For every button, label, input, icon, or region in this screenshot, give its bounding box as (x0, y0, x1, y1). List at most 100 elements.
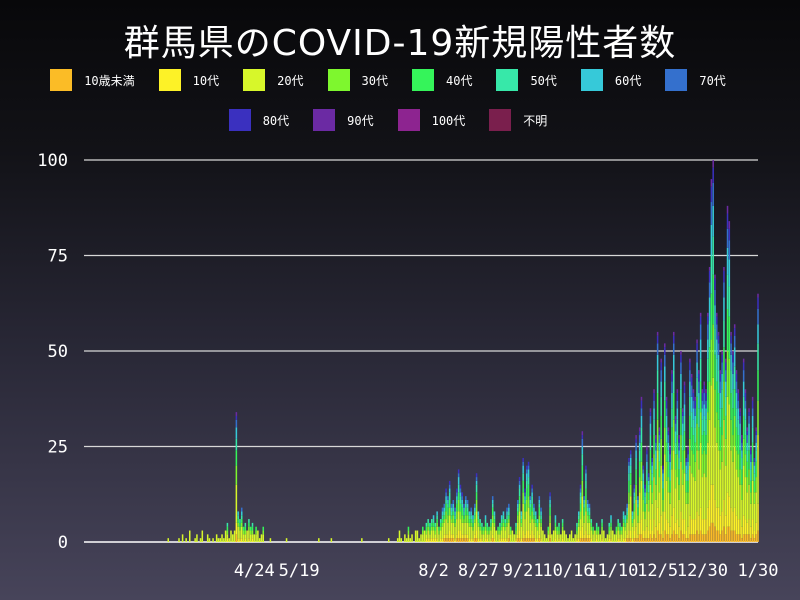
bar-segment-40代 (664, 400, 666, 428)
bar-segment-70代 (454, 507, 456, 512)
bar-segment-60代 (751, 415, 754, 428)
bar-segment-30代 (226, 530, 229, 535)
bar-segment-20代 (486, 534, 489, 539)
bar-segment-20代 (633, 519, 636, 531)
bar-segment-20代 (723, 419, 725, 500)
bar-segment-10代 (520, 538, 523, 542)
bar-segment-70代 (461, 496, 463, 500)
bar-segment-70代 (638, 435, 641, 443)
bar-segment-10歳未満 (696, 530, 698, 542)
bar-segment-10歳未満 (741, 538, 743, 542)
bar-segment-20代 (719, 469, 722, 516)
bar-segment-60代 (518, 484, 521, 489)
bar-segment-10代 (251, 538, 254, 542)
bar-segment-70代 (750, 454, 752, 462)
bar-segment-30代 (699, 412, 702, 443)
bar-segment-80代 (746, 431, 749, 436)
bar-segment-30代 (422, 530, 424, 535)
bar-segment-20代 (422, 534, 424, 542)
x-tick-label: 1/30 (738, 561, 779, 581)
bar-segment-20代 (511, 530, 514, 542)
bar-segment-10歳未満 (721, 530, 723, 542)
bar-segment-30代 (585, 499, 587, 512)
bar-segment-10代 (705, 519, 707, 535)
bar-segment-60代 (527, 469, 530, 478)
legend-swatch (580, 69, 603, 91)
bar-segment-30代 (475, 499, 478, 512)
bar-segment-20代 (330, 538, 333, 542)
bar-segment-10歳未満 (647, 538, 650, 542)
bar-segment-20代 (212, 538, 214, 542)
bar-segment-90代 (674, 415, 677, 420)
bar-segment-80代 (522, 457, 524, 462)
bar-segment-60代 (737, 408, 740, 420)
bar-segment-60代 (491, 499, 494, 504)
bar-segment-80代 (531, 484, 533, 489)
bar-segment-80代 (671, 373, 673, 382)
bar-segment-10歳未満 (751, 534, 754, 542)
bar-segment-20代 (646, 503, 648, 527)
bar-segment-20代 (224, 530, 227, 542)
bar-segment-10歳未満 (671, 534, 673, 542)
bar-segment-20代 (318, 538, 320, 542)
bar-segment-30代 (744, 454, 747, 478)
bar-segment-40代 (520, 519, 523, 523)
bar-segment-60代 (477, 511, 480, 516)
bar-segment-50代 (226, 522, 229, 527)
bar-segment-50代 (237, 515, 239, 520)
bar-segment-90代 (690, 373, 693, 378)
bar-segment-20代 (733, 446, 736, 508)
bar-segment-40代 (509, 526, 512, 531)
bar-segment-50代 (710, 255, 713, 294)
bar-segment-60代 (671, 393, 673, 409)
bar-segment-30代 (547, 530, 550, 535)
bar-segment-20代 (569, 534, 571, 542)
bar-segment-20代 (703, 473, 705, 520)
bar-segment-10代 (669, 526, 671, 539)
legend-swatch (496, 69, 519, 91)
bar-segment-70代 (716, 324, 718, 340)
bar-segment-20代 (561, 530, 564, 539)
bar-segment-20代 (262, 534, 265, 542)
bar-segment-60代 (525, 473, 528, 481)
bar-segment-20代 (181, 534, 184, 542)
bar-segment-50代 (647, 484, 650, 493)
bar-segment-40代 (583, 507, 585, 516)
bar-segment-10歳未満 (716, 530, 718, 542)
bar-segment-40代 (717, 393, 720, 420)
bar-segment-40代 (540, 519, 542, 523)
bar-segment-40代 (438, 526, 440, 531)
bar-segment-10歳未満 (533, 538, 535, 542)
bar-segment-10代 (624, 538, 627, 542)
bar-segment-30代 (540, 522, 542, 527)
bar-segment-20代 (653, 477, 655, 520)
bar-segment-90代 (698, 370, 700, 374)
bar-segment-20代 (753, 503, 756, 531)
bar-segment-50代 (586, 507, 589, 512)
bar-segment-70代 (728, 240, 731, 260)
bar-segment-30代 (499, 530, 501, 535)
bar-segment-30代 (592, 530, 594, 535)
bar-segment-40代 (470, 519, 472, 523)
bar-segment-40代 (646, 480, 648, 493)
bar-segment-60代 (746, 442, 749, 451)
bar-segment-10歳未満 (527, 538, 530, 542)
bar-segment-80代 (707, 316, 709, 325)
bar-segment-40代 (610, 522, 612, 527)
bar-segment-50代 (474, 511, 476, 516)
bar-segment-10代 (753, 530, 756, 539)
bar-segment-50代 (719, 408, 722, 428)
bar-segment-10歳未満 (518, 538, 521, 542)
bar-segment-60代 (529, 499, 532, 504)
bar-segment-90代 (649, 408, 652, 413)
bar-segment-70代 (635, 442, 637, 451)
bar-segment-70代 (533, 503, 535, 508)
legend-swatch (158, 69, 181, 91)
bar-segment-50代 (506, 515, 508, 520)
bar-segment-50代 (443, 511, 446, 516)
bar-segment-30代 (658, 477, 661, 493)
bar-segment-30代 (586, 515, 589, 523)
bar-segment-60代 (703, 404, 705, 416)
bar-segment-50代 (452, 507, 455, 512)
bar-segment-60代 (452, 503, 455, 508)
